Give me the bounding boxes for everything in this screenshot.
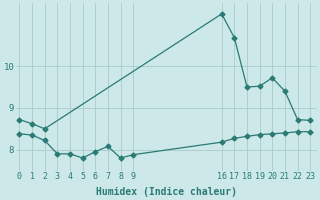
X-axis label: Humidex (Indice chaleur): Humidex (Indice chaleur) <box>96 186 236 197</box>
